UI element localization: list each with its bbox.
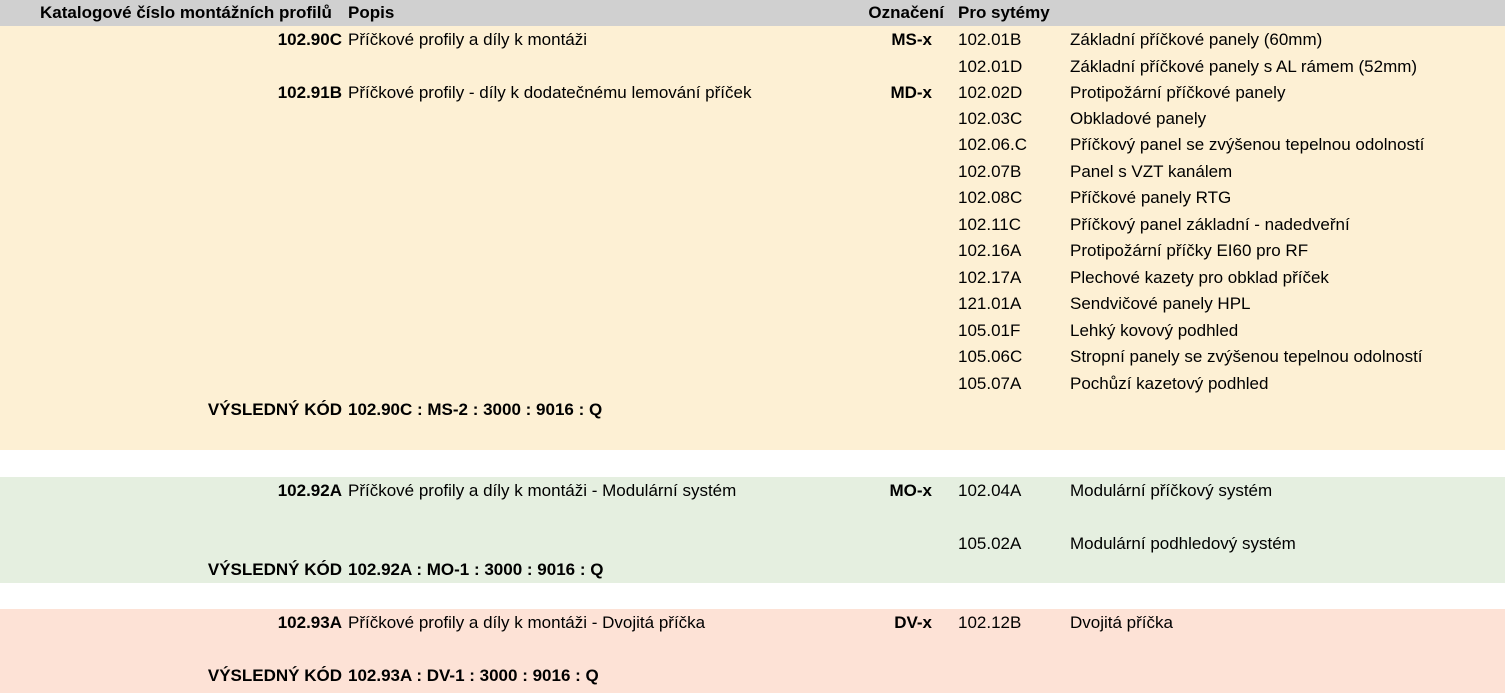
system-description: Stropní panely se zvýšenou tepelnou odol… [1070,347,1423,366]
system-code: 102.03C [958,109,1023,128]
system-code: 105.01F [958,321,1021,340]
system-description: Sendvičové panely HPL [1070,294,1251,313]
system-code: 102.11C [958,215,1022,234]
table-header: Katalogové číslo montážních profilů Popi… [0,0,1505,26]
system-code: 105.06C [958,347,1023,366]
item-mark: MS-x [891,30,932,49]
system-description: Pochůzí kazetový podhled [1070,374,1269,393]
system-description: Protipožární příčkové panely [1070,83,1286,102]
result-code: 102.93A : DV-1 : 3000 : 9016 : Q [348,666,599,685]
system-code: 102.06.C [958,135,1027,154]
item-code: 102.91B [277,83,342,102]
header-catalog: Katalogové číslo montážních profilů [40,3,332,22]
system-description: Obkladové panely [1070,109,1207,128]
system-code: 102.01D [958,57,1023,76]
system-description: Dvojitá příčka [1070,613,1173,632]
system-description: Základní příčkové panely s AL rámem (52m… [1070,57,1418,76]
result-label: VÝSLEDNÝ KÓD [207,560,342,579]
item-mark: DV-x [894,613,932,632]
group-mo [0,477,1505,583]
header-mark: Označení [868,3,944,22]
system-code: 102.02D [958,83,1023,102]
system-description: Základní příčkové panely (60mm) [1070,30,1323,49]
group-ms-md [0,26,1505,450]
system-description: Modulární příčkový systém [1070,481,1273,500]
item-description: Příčkové profily - díly k dodatečnému le… [348,83,752,102]
result-code: 102.92A : MO-1 : 3000 : 9016 : Q [348,560,604,579]
system-code: 121.01A [958,294,1022,313]
system-code: 105.02A [958,534,1022,553]
item-description: Příčkové profily a díly k montáži - Modu… [348,481,737,500]
system-code: 102.01B [958,30,1022,49]
system-description: Modulární podhledový systém [1070,534,1296,553]
result-code: 102.90C : MS-2 : 3000 : 9016 : Q [348,400,603,419]
item-mark: MD-x [890,83,932,102]
item-description: Příčkové profily a díly k montáži [348,30,588,49]
system-code: 102.16A [958,241,1022,260]
result-label: VÝSLEDNÝ KÓD [207,400,342,419]
header-description: Popis [348,3,395,22]
system-description: Příčkový panel základní - nadedveřní [1070,215,1350,234]
item-code: 102.92A [277,481,342,500]
system-code: 102.12B [958,613,1022,632]
item-code: 102.90C [277,30,342,49]
system-code: 102.17A [958,268,1022,287]
system-code: 102.04A [958,481,1022,500]
item-description: Příčkové profily a díly k montáži - Dvoj… [348,613,706,632]
system-description: Protipožární příčky EI60 pro RF [1070,241,1309,260]
system-description: Příčkové panely RTG [1070,188,1232,207]
system-code: 105.07A [958,374,1022,393]
header-systems: Pro sytémy [958,3,1050,22]
item-mark: MO-x [889,481,933,500]
system-description: Panel s VZT kanálem [1070,162,1233,181]
system-description: Příčkový panel se zvýšenou tepelnou odol… [1070,135,1425,154]
system-code: 102.08C [958,188,1023,207]
item-code: 102.93A [277,613,342,632]
system-description: Plechové kazety pro obklad příček [1070,268,1329,287]
group-dv [0,609,1505,693]
result-label: VÝSLEDNÝ KÓD [207,666,342,685]
system-code: 102.07B [958,162,1022,181]
system-description: Lehký kovový podhled [1070,321,1239,340]
